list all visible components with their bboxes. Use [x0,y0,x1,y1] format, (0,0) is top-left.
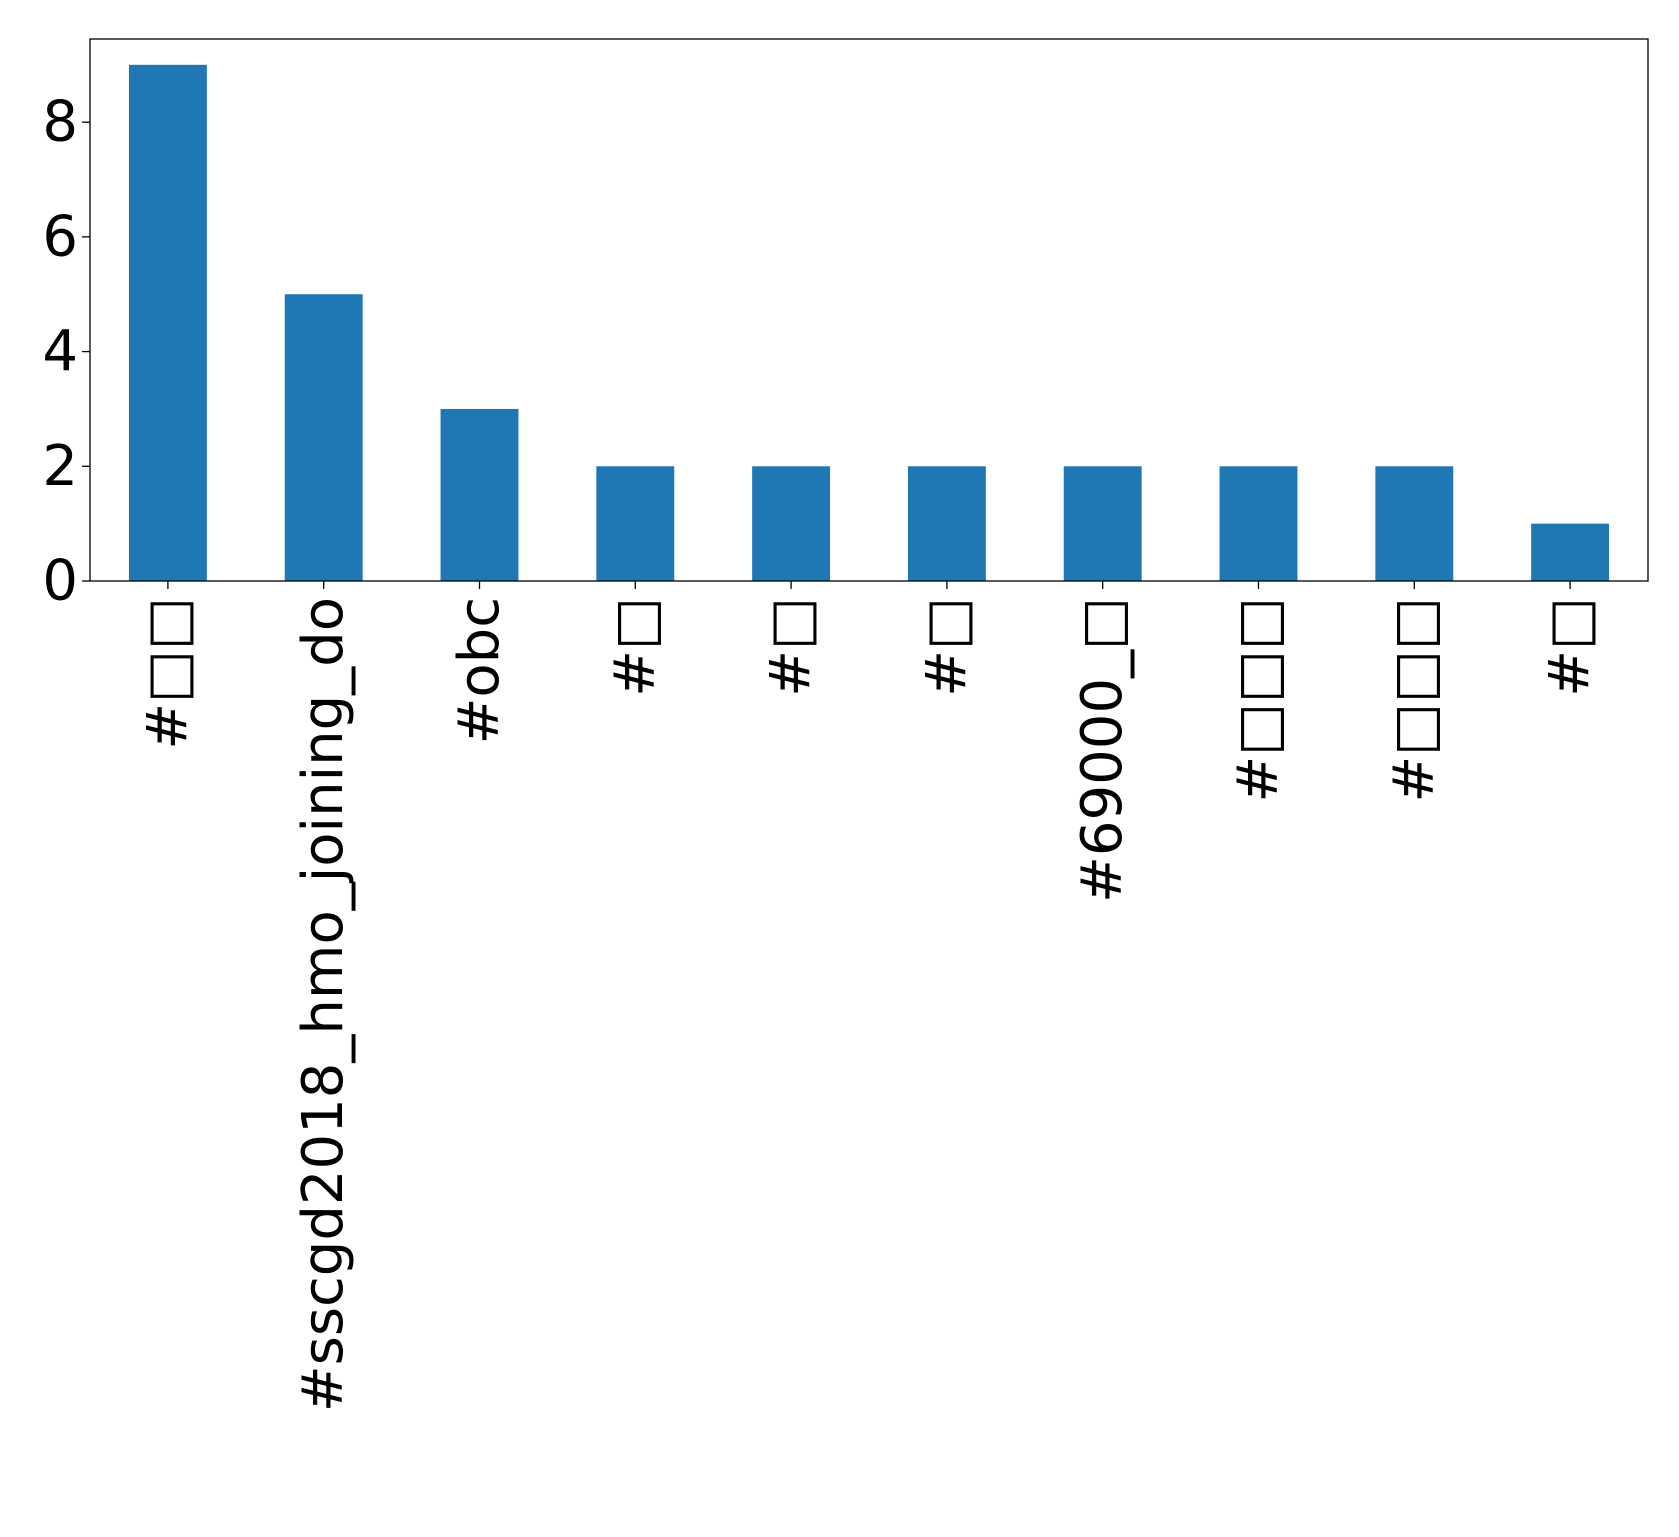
x-tick-label: #□ [603,597,668,697]
y-tick-label: 4 [42,319,78,384]
bar [752,466,831,581]
y-axis-ticks: 0 2 4 6 8 [42,90,90,614]
x-tick-label: #□□□ [1382,597,1447,803]
x-tick-label: #obc [447,597,512,745]
bar [1063,466,1142,581]
bar [907,466,986,581]
x-tick-label: #69000_□ [1070,597,1135,903]
bar [1375,466,1454,581]
bars-group [128,64,1610,582]
y-tick-label: 0 [42,549,78,614]
bar [1219,466,1298,581]
bar [596,466,675,581]
x-tick-label: #□□ [135,597,200,750]
bar [284,294,363,581]
x-tick-label: #□ [914,597,979,697]
bar [1531,523,1610,581]
x-axis-ticks: #□□ #sscgd2018_hmo_joining_do #obc #□ #□ #□ #6… [135,581,1603,1412]
bar [440,408,519,581]
x-tick-label: #sscgd2018_hmo_joining_do [291,597,356,1412]
y-tick-label: 2 [42,434,78,499]
bar [128,64,207,582]
y-tick-label: 6 [42,204,78,269]
x-tick-label: #□ [1538,597,1603,697]
x-tick-label: #□ [759,597,824,697]
plot-frame [89,38,1649,582]
x-tick-label: #□□□ [1226,597,1291,803]
y-tick-label: 8 [42,90,78,155]
